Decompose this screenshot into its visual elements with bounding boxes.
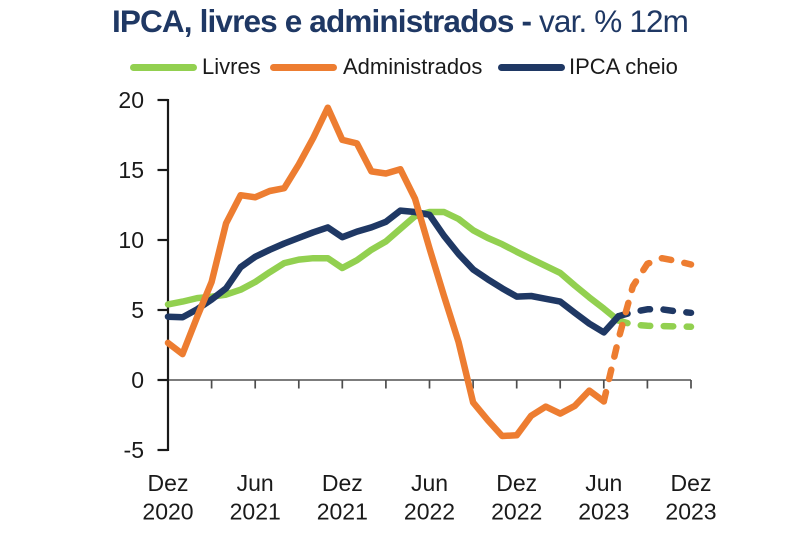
svg-text:2021: 2021 [230, 499, 281, 525]
svg-text:Jun: Jun [411, 470, 448, 496]
svg-text:5: 5 [131, 297, 144, 323]
svg-text:Dez: Dez [148, 470, 189, 496]
svg-text:2021: 2021 [317, 499, 368, 525]
svg-text:2023: 2023 [578, 499, 629, 525]
svg-text:Jun: Jun [585, 470, 622, 496]
svg-text:Dez: Dez [671, 470, 712, 496]
svg-text:Dez: Dez [496, 470, 537, 496]
svg-text:2022: 2022 [491, 499, 542, 525]
svg-text:2022: 2022 [404, 499, 455, 525]
svg-text:-5: -5 [124, 437, 144, 463]
svg-text:Dez: Dez [322, 470, 363, 496]
svg-text:Jun: Jun [237, 470, 274, 496]
svg-text:2023: 2023 [665, 499, 716, 525]
svg-text:2020: 2020 [142, 499, 193, 525]
svg-text:20: 20 [118, 87, 144, 113]
svg-text:10: 10 [118, 227, 144, 253]
svg-text:0: 0 [131, 367, 144, 393]
svg-text:15: 15 [118, 157, 144, 183]
